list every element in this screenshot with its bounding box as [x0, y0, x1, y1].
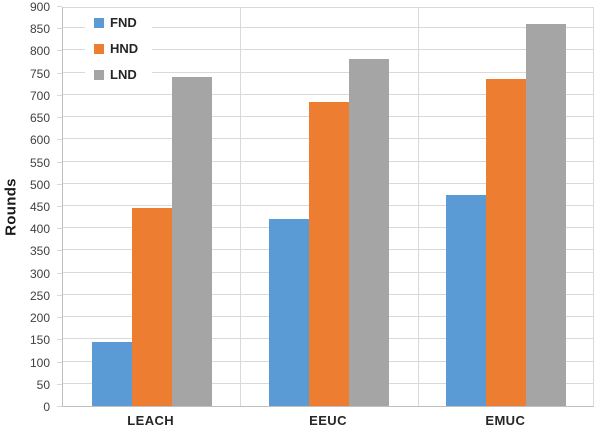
legend: FND HND LND — [85, 9, 153, 89]
y-tick-label: 300 — [29, 266, 50, 281]
y-tick-mark — [57, 272, 62, 274]
y-tick-mark — [57, 117, 62, 119]
y-tick-mark — [57, 383, 62, 385]
y-tick-mark — [57, 294, 62, 296]
y-tick-label: 800 — [29, 44, 50, 59]
bar-hnd-leach — [131, 208, 172, 406]
legend-label: FND — [110, 15, 137, 30]
y-tick-label: 0 — [43, 400, 50, 414]
y-tick-label: 350 — [29, 244, 50, 259]
legend-item-hnd: HND — [94, 41, 138, 56]
y-tick-mark — [57, 406, 62, 407]
y-tick-mark — [57, 28, 62, 30]
y-tick-label: 100 — [29, 355, 50, 370]
gridline-700 — [63, 93, 593, 95]
y-tick-label: 650 — [29, 111, 50, 126]
bar-lnd-emuc — [526, 23, 567, 406]
y-tick-label: 750 — [29, 66, 50, 81]
y-tick-mark — [57, 361, 62, 363]
y-tick-label: 450 — [29, 200, 50, 214]
y-tick-mark — [57, 139, 62, 141]
bar-hnd-emuc — [486, 79, 527, 406]
legend-swatch-icon — [94, 43, 104, 54]
y-tick-mark — [57, 206, 62, 207]
category-boundary-line — [417, 8, 419, 406]
category-boundary-line — [240, 8, 242, 406]
y-tick-label: 850 — [29, 22, 50, 37]
y-tick-mark — [57, 317, 62, 319]
y-tick-label: 600 — [29, 133, 50, 148]
y-tick-label: 200 — [29, 311, 50, 326]
y-tick-mark — [57, 250, 62, 252]
y-tick-mark — [57, 50, 62, 52]
bar-hnd-eeuc — [309, 101, 349, 406]
legend-swatch-icon — [94, 17, 104, 28]
bar-lnd-eeuc — [349, 59, 389, 406]
x-category-label-emuc: EMUC — [485, 413, 526, 428]
x-axis: LEACH EEUC EMUC — [62, 413, 594, 433]
x-category-label-leach: LEACH — [127, 413, 175, 428]
y-tick-label: 50 — [36, 377, 50, 392]
gridline-800 — [63, 49, 593, 51]
bar-fnd-leach — [91, 341, 132, 406]
gridline-850 — [63, 27, 593, 29]
bar-lnd-leach — [171, 77, 212, 406]
y-tick-mark — [57, 339, 62, 341]
y-tick-label: 250 — [29, 288, 50, 303]
y-tick-mark — [57, 6, 62, 7]
legend-item-fnd: FND — [94, 15, 138, 30]
y-tick-label: 500 — [29, 177, 50, 192]
legend-label: HND — [110, 41, 139, 56]
bar-fnd-eeuc — [269, 219, 309, 406]
legend-label: LND — [110, 67, 137, 82]
y-tick-mark — [57, 72, 62, 74]
y-tick-label: 550 — [29, 155, 50, 170]
x-category-label-eeuc: EEUC — [309, 413, 347, 428]
y-tick-mark — [57, 94, 62, 96]
y-tick-mark — [57, 161, 62, 163]
y-tick-label: 900 — [29, 0, 50, 14]
y-tick-label: 150 — [29, 333, 50, 348]
bar-fnd-emuc — [446, 194, 487, 406]
gridline-750 — [63, 71, 593, 73]
plot-area: FND HND LND — [62, 7, 594, 407]
y-tick-label: 400 — [29, 222, 50, 237]
legend-item-lnd: LND — [94, 67, 138, 82]
y-tick-mark — [57, 228, 62, 230]
y-tick-label: 700 — [29, 88, 50, 103]
y-tick-mark — [57, 183, 62, 185]
y-axis: 0 50 100 150 200 250 300 350 400 450 500 550 600 650 7… — [0, 0, 62, 414]
legend-swatch-icon — [94, 69, 104, 80]
